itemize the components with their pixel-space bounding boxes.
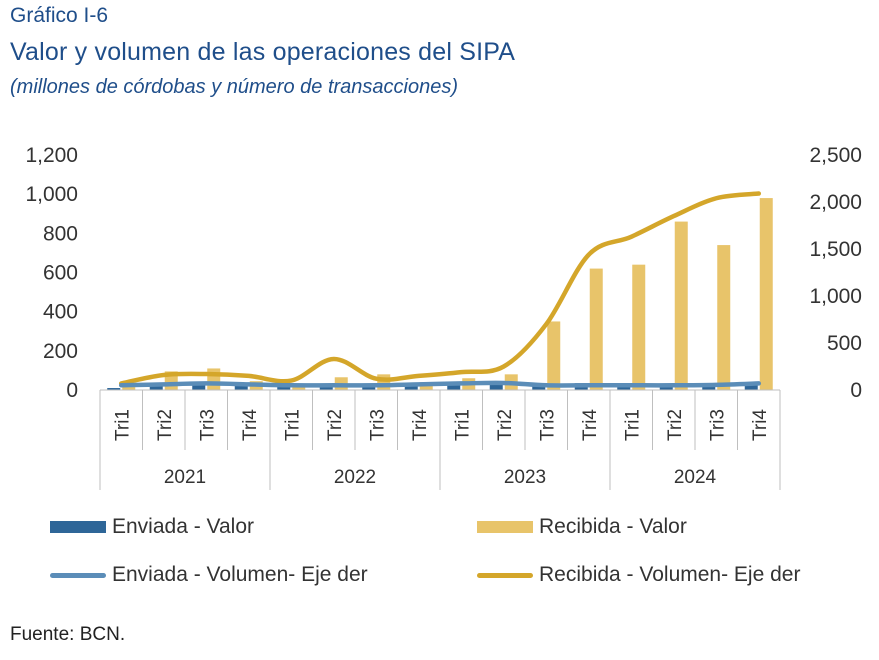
legend-label-enviada-volumen: Enviada - Volumen- Eje der (112, 563, 368, 586)
x-tick-label-quarter: Tri3 (707, 409, 728, 441)
bar-enviada-valor (744, 383, 758, 390)
source-note: Fuente: BCN. (10, 624, 126, 645)
left-axis-tick-label: 400 (43, 301, 78, 324)
legend-item-recibida-volumen: Recibida - Volumen- Eje der (477, 563, 800, 587)
bar-enviada-valor (617, 385, 631, 390)
legend-label-enviada-valor: Enviada - Valor (112, 515, 255, 538)
bar-enviada-valor (192, 384, 206, 390)
legend-item-recibida-valor: Recibida - Valor (477, 515, 687, 539)
legend-swatch-recibida-volumen (477, 572, 533, 578)
x-tick-label-quarter: Tri4 (410, 409, 431, 441)
x-tick-label-quarter: Tri1 (622, 409, 643, 441)
x-tick-label-quarter: Tri2 (665, 409, 686, 441)
left-axis-tick-label: 1,000 (25, 183, 78, 206)
right-axis-tick-label: 2,500 (809, 144, 862, 167)
bar-enviada-valor (107, 388, 121, 390)
bar-recibida-valor (589, 268, 603, 390)
left-axis-tick-label: 0 (66, 379, 78, 402)
right-axis-tick-label: 1,500 (809, 238, 862, 261)
bar-recibida-valor (632, 264, 646, 390)
x-tick-label-quarter: Tri2 (495, 409, 516, 441)
legend-swatch-recibida-valor (477, 521, 533, 534)
line-enviada-volumen (119, 380, 761, 388)
legend-item-enviada-volumen: Enviada - Volumen- Eje der (50, 563, 368, 587)
x-tick-label-year: 2022 (334, 467, 376, 488)
bar-recibida-valor (122, 387, 136, 390)
line-recibida-volumen (119, 191, 761, 386)
left-axis-tick-label: 200 (43, 340, 78, 363)
bar-recibida-valor (547, 321, 561, 390)
right-axis-tick-label: 1,000 (809, 285, 862, 308)
x-tick-label-quarter: Tri4 (580, 409, 601, 441)
x-tick-label-quarter: Tri3 (367, 409, 388, 441)
x-tick-label-quarter: Tri1 (452, 409, 473, 441)
bar-enviada-valor (277, 386, 291, 390)
bar-recibida-valor (717, 245, 731, 390)
x-tick-label-quarter: Tri1 (112, 409, 133, 441)
x-tick-label-quarter: Tri2 (155, 409, 176, 441)
bar-enviada-valor (234, 383, 248, 390)
figure-number: Gráfico I-6 (10, 4, 109, 27)
bar-enviada-valor (447, 382, 461, 390)
x-tick-label-quarter: Tri4 (240, 409, 261, 441)
x-tick-label-year: 2023 (504, 467, 546, 488)
x-tick-label-quarter: Tri4 (750, 409, 771, 441)
x-tick-label-quarter: Tri3 (197, 409, 218, 441)
bar-enviada-valor (489, 384, 503, 390)
chart-subtitle: (millones de córdobas y número de transa… (10, 76, 458, 98)
bar-recibida-valor (377, 374, 391, 390)
bar-recibida-valor (674, 221, 688, 390)
legend-swatch-enviada-valor (50, 521, 106, 534)
left-axis-tick-label: 600 (43, 262, 78, 285)
right-axis-tick-label: 0 (850, 379, 862, 402)
legend-label-recibida-volumen: Recibida - Volumen- Eje der (539, 563, 801, 586)
bar-recibida-valor (207, 368, 221, 390)
x-tick-label-quarter: Tri2 (325, 409, 346, 441)
legend-label-recibida-valor: Recibida - Valor (539, 515, 687, 538)
right-axis-tick-label: 2,000 (809, 191, 862, 214)
x-tick-label-quarter: Tri1 (282, 409, 303, 441)
bar-enviada-valor (319, 386, 333, 390)
x-tick-label-year: 2024 (674, 467, 717, 488)
left-axis-tick-label: 800 (43, 222, 78, 245)
legend-item-enviada-valor: Enviada - Valor (50, 515, 254, 539)
bar-recibida-valor (759, 198, 773, 390)
x-tick-label-quarter: Tri3 (537, 409, 558, 441)
legend-swatch-enviada-volumen (50, 572, 106, 578)
right-axis-tick-label: 500 (827, 332, 862, 355)
bar-enviada-valor (532, 386, 546, 390)
left-axis-tick-label: 1,200 (25, 144, 78, 167)
chart-title: Valor y volumen de las operaciones del S… (10, 38, 516, 66)
x-tick-label-year: 2021 (164, 467, 206, 488)
